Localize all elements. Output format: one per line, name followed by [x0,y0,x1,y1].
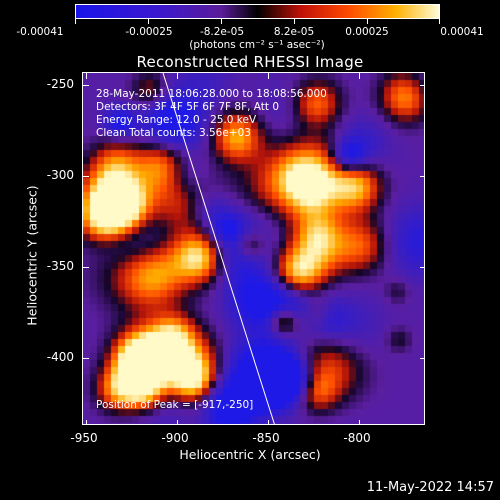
y-tick [420,358,424,359]
x-tick-label: -850 [252,431,280,445]
x-tick-label: -800 [343,431,371,445]
y-tick [420,267,424,268]
timestamp: 11-May-2022 14:57 [366,480,494,495]
y-tick-label: -250 [46,77,74,91]
solar-limb-line [162,73,275,424]
y-tick-label: -300 [46,168,74,182]
x-tick-label: -950 [70,431,98,445]
info-time-range: 28-May-2011 18:06:28.000 to 18:08:56.000 [96,88,327,100]
y-tick [83,267,89,268]
y-tick [420,85,424,86]
image-plot: 28-May-2011 18:06:28.000 to 18:08:56.000… [82,72,425,425]
limb-overlay [162,73,275,424]
y-tick [83,85,89,86]
peak-position-label: Position of Peak = [-917,-250] [96,399,254,411]
colorbar-tick-label: -0.00025 [125,26,173,38]
x-tick [86,73,87,79]
x-tick [359,73,360,79]
colorbar-tick-label: 0.00025 [345,26,389,38]
colorbar-tick [439,19,440,24]
info-energy-range: Energy Range: 12.0 - 25.0 keV [96,114,257,126]
y-tick-label: -350 [46,259,74,273]
x-tick [359,420,360,424]
colorbar-tick [148,19,149,24]
colorbar-tick [221,19,222,24]
colorbar-tick-label: -8.2e-05 [199,26,245,38]
x-tick-label: -900 [161,431,189,445]
plot-title: Reconstructed RHESSI Image [136,53,364,71]
x-tick [177,420,178,424]
y-tick-label: -400 [46,350,74,364]
x-tick [177,73,178,79]
y-tick [83,358,89,359]
colorbar-tick [367,19,368,24]
y-axis-label: Heliocentric Y (arcsec) [24,185,40,326]
colorbar-tick-label: 0.00041 [440,26,484,38]
colorbar [75,4,440,19]
colorbar-tick [75,19,76,24]
colorbar-tick-label: -0.00041 [16,26,64,38]
colorbar-tick-label: 8.2e-05 [273,26,315,38]
colorbar-units: (photons cm⁻² s⁻¹ asec⁻²) [189,39,325,51]
y-tick [83,176,89,177]
colorbar-tick [294,19,295,24]
rhessi-image [83,73,424,424]
y-tick [420,176,424,177]
info-detectors: Detectors: 3F 4F 5F 6F 7F 8F, Att 0 [96,101,280,113]
x-tick [86,420,87,424]
x-tick [268,420,269,424]
info-total-counts: Clean Total counts: 3.56e+03 [96,127,251,139]
x-tick [268,73,269,79]
x-axis-label: Heliocentric X (arcsec) [179,447,321,462]
